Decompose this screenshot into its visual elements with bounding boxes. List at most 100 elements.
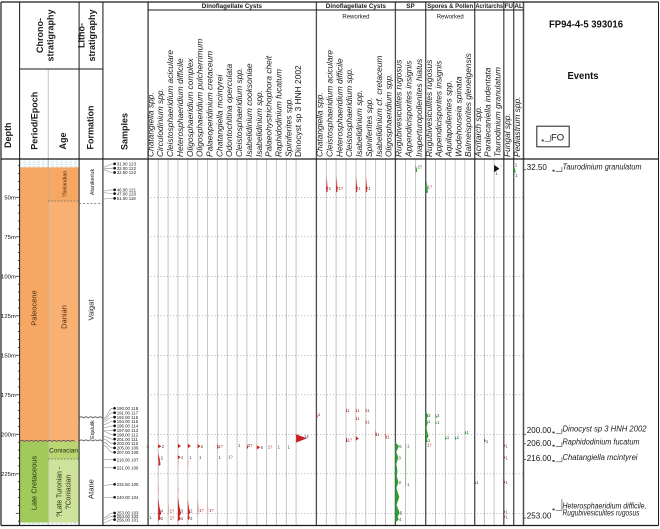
svg-text:1: 1: [199, 455, 202, 460]
svg-text:Eqalulik: Eqalulik: [90, 420, 96, 439]
svg-text:Acritarchs: Acritarchs: [475, 3, 503, 10]
svg-text:253.00: 253.00: [527, 511, 552, 520]
svg-text:Cleistosphaeridium aciculare: Cleistosphaeridium aciculare: [325, 50, 335, 157]
svg-text:1: 1: [329, 186, 332, 191]
svg-text:Spiniferites spp.: Spiniferites spp.: [364, 97, 374, 157]
svg-text:1: 1: [467, 430, 470, 435]
svg-text:2: 2: [190, 509, 193, 514]
svg-text:Isabelidinium cooksoniae: Isabelidinium cooksoniae: [244, 63, 254, 157]
svg-text:?: ?: [250, 443, 253, 448]
svg-text:?: ?: [201, 508, 204, 513]
svg-text:3: 3: [399, 456, 402, 461]
svg-text:1: 1: [427, 443, 430, 448]
svg-text:Spiniferites spp.: Spiniferites spp.: [283, 97, 293, 157]
svg-text:?: ?: [221, 444, 224, 449]
svg-text:32.00 122: 32.00 122: [117, 166, 137, 171]
svg-text:2: 2: [399, 480, 402, 485]
svg-text:1: 1: [288, 444, 291, 449]
svg-text:75m: 75m: [4, 235, 16, 241]
svg-text:31.00 123: 31.00 123: [117, 162, 137, 167]
svg-text:1: 1: [505, 455, 508, 460]
svg-text:Isabelidinium spp.: Isabelidinium spp.: [354, 90, 364, 157]
svg-text:Dinoflagellate Cysts: Dinoflagellate Cysts: [326, 3, 387, 10]
svg-text:253.00 103: 253.00 103: [117, 511, 139, 516]
svg-text:2: 2: [248, 443, 251, 448]
svg-text:1: 1: [209, 508, 212, 513]
svg-text:14: 14: [304, 434, 309, 439]
svg-text:?: ?: [430, 185, 433, 190]
svg-text:225m: 225m: [1, 472, 16, 478]
svg-text:Odontochitina operculata: Odontochitina operculata: [224, 64, 234, 157]
svg-text:Isabelidinium cf. cretaceum: Isabelidinium cf. cretaceum: [374, 56, 384, 157]
svg-text:Dinocyst sp 3 HNH 2002: Dinocyst sp 3 HNH 2002: [293, 65, 303, 157]
svg-text:Oligosphaeridium complex: Oligosphaeridium complex: [185, 58, 195, 157]
svg-text:?: ?: [230, 454, 233, 459]
svg-text:AL: AL: [514, 3, 523, 10]
svg-text:1: 1: [428, 438, 431, 443]
svg-text:?: ?: [420, 165, 423, 170]
svg-text:1: 1: [170, 509, 173, 514]
svg-text:Wodehouseia spinata: Wodehouseia spinata: [453, 76, 463, 157]
svg-text:Acritarch spp.: Acritarch spp.: [473, 106, 483, 158]
svg-text:6: 6: [399, 444, 402, 449]
svg-text:205.00 109: 205.00 109: [117, 446, 139, 451]
svg-text:SP: SP: [406, 3, 414, 10]
svg-text:2: 2: [161, 455, 164, 460]
svg-text:?: ?: [172, 509, 175, 514]
svg-text:?: ?: [350, 438, 353, 443]
svg-text:Chatangiella spp.: Chatangiella spp.: [145, 92, 155, 157]
svg-text:1: 1: [367, 408, 370, 413]
svg-text:196.00 114: 196.00 114: [117, 424, 139, 429]
svg-text:Period/Epoch: Period/Epoch: [30, 92, 40, 150]
svg-text:Spores & Pollen: Spores & Pollen: [427, 3, 473, 10]
svg-text:1: 1: [407, 482, 410, 487]
svg-text:125m: 125m: [1, 314, 16, 320]
svg-text:100m: 100m: [1, 275, 16, 281]
svg-text:Oligosphaeridium spp.: Oligosphaeridium spp.: [384, 74, 394, 157]
svg-text:3: 3: [181, 509, 184, 514]
svg-text:Balmeisporites glenelgensis: Balmeisporites glenelgensis: [463, 52, 473, 157]
svg-text:216.00 107: 216.00 107: [117, 457, 139, 462]
svg-text:256.00 101: 256.00 101: [117, 517, 139, 522]
svg-text:Isabelidinium spp.: Isabelidinium spp.: [254, 90, 264, 157]
svg-text:1: 1: [457, 435, 460, 440]
svg-text:5: 5: [400, 511, 403, 516]
svg-text:201.00 111: 201.00 111: [117, 437, 139, 442]
svg-text:Oligosphaeridium pulcherrimum: Oligosphaeridium pulcherrimum: [195, 39, 205, 157]
svg-text:Heterosphaeridium difficile,: Heterosphaeridium difficile,: [563, 501, 647, 510]
svg-text:4: 4: [181, 516, 184, 521]
svg-text:Taurodinium granulatum: Taurodinium granulatum: [492, 67, 502, 157]
svg-text:1: 1: [437, 420, 440, 425]
svg-text:Coniacian: Coniacian: [49, 448, 78, 455]
svg-text:1: 1: [428, 185, 431, 190]
svg-text:2: 2: [162, 444, 165, 449]
svg-text:FU: FU: [505, 3, 514, 10]
svg-text:Palaeoperidinium cretaceum: Palaeoperidinium cretaceum: [205, 51, 215, 157]
svg-text:1: 1: [348, 438, 351, 443]
svg-text:1: 1: [505, 515, 508, 520]
svg-text:46.00 121: 46.00 121: [117, 188, 137, 193]
svg-text:Vaigat: Vaigat: [87, 299, 96, 321]
svg-text:1: 1: [495, 171, 498, 176]
svg-text:1: 1: [228, 454, 231, 459]
svg-text:Palaeohystrichophora cheit: Palaeohystrichophora cheit: [264, 55, 274, 157]
svg-text:stratigraphy: stratigraphy: [45, 9, 55, 61]
svg-text:197.50 113: 197.50 113: [117, 428, 139, 433]
svg-text:?: ?: [172, 515, 175, 520]
svg-text:1: 1: [476, 480, 479, 485]
svg-text:2: 2: [418, 165, 421, 170]
svg-text:Danian: Danian: [60, 305, 69, 329]
svg-text:1: 1: [199, 508, 202, 513]
svg-text:Formation: Formation: [86, 106, 96, 150]
svg-text:51.00 119: 51.00 119: [117, 196, 137, 201]
svg-text:Cleistosphaeridium spp.: Cleistosphaeridium spp.: [234, 68, 244, 157]
svg-text:Rugubivesiculites rugosus: Rugubivesiculites rugosus: [424, 59, 434, 157]
svg-text:Paleocene: Paleocene: [30, 290, 39, 325]
svg-text:Chatangiella mcintyrei: Chatangiella mcintyrei: [563, 453, 638, 462]
svg-text:Cleistosphaeridium aciculare: Cleistosphaeridium aciculare: [165, 50, 175, 157]
svg-text:Cleistosphaeridium spp.: Cleistosphaeridium spp.: [344, 68, 354, 157]
svg-text:Inaperturopollenites hiatus: Inaperturopollenites hiatus: [414, 58, 424, 157]
svg-text:2: 2: [428, 413, 431, 418]
svg-text:191.00 117: 191.00 117: [117, 410, 139, 415]
svg-text:Age: Age: [58, 132, 68, 149]
